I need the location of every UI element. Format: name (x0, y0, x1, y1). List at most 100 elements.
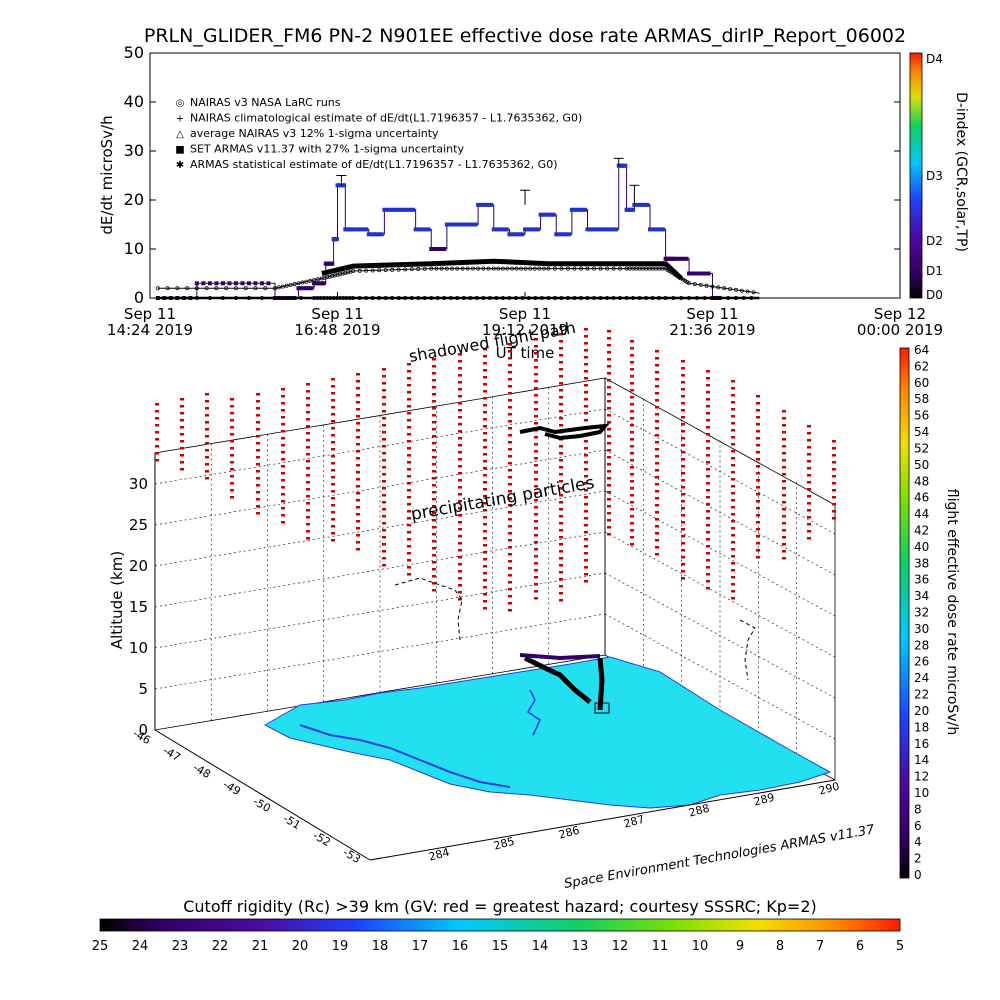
particle-mark (483, 376, 487, 379)
particle-mark (534, 471, 538, 474)
particle-mark (782, 417, 786, 420)
particle-mark (584, 475, 588, 478)
data-point (288, 282, 293, 287)
data-point (650, 227, 655, 232)
data-point (702, 271, 707, 276)
particle-mark (205, 470, 209, 473)
particle-mark (508, 462, 512, 465)
data-point (690, 271, 695, 276)
particle-mark (584, 412, 588, 415)
particle-mark (306, 523, 310, 526)
particle-mark (458, 556, 462, 559)
particle-mark (508, 532, 512, 535)
particle-mark (407, 559, 411, 562)
particle-mark (807, 474, 811, 477)
particle-mark (782, 501, 786, 504)
particle-mark (559, 459, 563, 462)
data-point (370, 268, 375, 273)
data-point (631, 207, 636, 212)
data-point (403, 267, 408, 272)
particle-mark (534, 359, 538, 362)
data-point (648, 227, 652, 232)
particle-mark (432, 498, 436, 501)
particle-mark (407, 405, 411, 408)
particle-mark (180, 398, 184, 401)
data-point (618, 296, 623, 300)
data-point (476, 202, 481, 207)
particle-mark (534, 569, 538, 572)
particle-mark (731, 520, 735, 523)
particle-mark (630, 347, 634, 350)
particle-mark (508, 371, 512, 374)
particle-mark (155, 417, 159, 420)
dose-colorbar-label: flight effective dose rate microSv/h (944, 489, 960, 735)
particle-mark (655, 518, 659, 521)
particle-mark (782, 529, 786, 532)
data-point (327, 274, 332, 279)
particle-mark (382, 396, 386, 399)
dindex-tick-label: D3 (926, 169, 943, 183)
particle-mark (483, 369, 487, 372)
particle-mark (508, 350, 512, 353)
particle-mark (607, 428, 611, 431)
left-wall-projection (394, 577, 463, 641)
dose-tick-label: 26 (914, 655, 929, 669)
particle-mark (281, 465, 285, 468)
data-point (552, 296, 557, 300)
particle-mark (205, 477, 209, 480)
data-point (741, 296, 746, 300)
particle-mark (559, 515, 563, 518)
series-line (157, 165, 713, 299)
particle-mark (584, 405, 588, 408)
data-point (455, 266, 460, 271)
particle-mark (731, 548, 735, 551)
particle-mark (458, 479, 462, 482)
particle-mark (706, 440, 710, 443)
particle-mark (607, 344, 611, 347)
data-point (204, 286, 209, 291)
particle-mark (559, 375, 563, 378)
particle-mark (681, 570, 685, 573)
particle-mark (534, 541, 538, 544)
particle-mark (655, 497, 659, 500)
data-point (618, 266, 623, 271)
particle-mark (782, 424, 786, 427)
particle-mark (584, 510, 588, 513)
particle-mark (559, 333, 563, 336)
rc-tick-label: 9 (736, 939, 744, 954)
particle-mark (832, 517, 836, 520)
data-point (500, 266, 505, 271)
particle-mark (655, 455, 659, 458)
legend-symbol: ◎ (176, 98, 185, 109)
x-tick-label-date: Sep 12 (874, 305, 926, 323)
particle-mark (706, 454, 710, 457)
particle-mark (407, 391, 411, 394)
particle-mark (458, 458, 462, 461)
particle-mark (483, 446, 487, 449)
particle-mark (306, 537, 310, 540)
dindex-tick-label: D2 (926, 234, 943, 248)
particle-mark (584, 482, 588, 485)
data-point (592, 266, 596, 271)
particle-mark (655, 427, 659, 430)
data-point (634, 202, 639, 207)
particle-mark (432, 519, 436, 522)
particle-mark (483, 467, 487, 470)
particle-mark (508, 567, 512, 570)
data-point (364, 268, 369, 273)
data-point (356, 227, 361, 232)
particle-mark (706, 496, 710, 499)
data-point (325, 275, 330, 280)
data-point (426, 227, 431, 232)
particle-mark (534, 583, 538, 586)
data-point (745, 289, 750, 294)
particle-mark (508, 427, 512, 430)
airport-marker (594, 702, 610, 714)
particle-mark (458, 437, 462, 440)
particle-mark (432, 414, 436, 417)
data-point (442, 296, 447, 300)
grid-line (604, 531, 836, 658)
particle-mark (331, 532, 335, 535)
data-point (444, 266, 449, 271)
